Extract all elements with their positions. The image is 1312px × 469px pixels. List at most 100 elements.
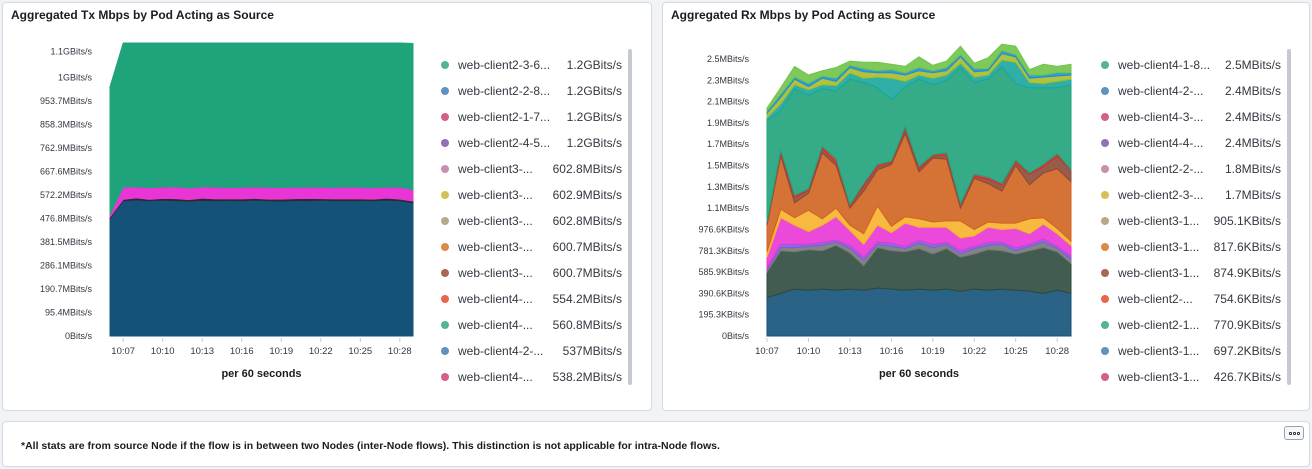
legend-item[interactable]: web-client2-3-... 1.7MBits/s <box>1101 185 1281 205</box>
legend-value: 905.1KBits/s <box>1213 214 1281 228</box>
tx-area-chart[interactable]: 0Bits/s 95.4MBits/s 190.7MBits/s 286.1MBits… <box>3 21 428 411</box>
x-tick-label: 10:13 <box>190 346 214 357</box>
x-tick-label: 10:28 <box>1045 346 1069 357</box>
legend-item[interactable]: web-client4-4-... 2.4MBits/s <box>1101 133 1281 153</box>
legend-item[interactable]: web-client3-1... 697.2KBits/s <box>1101 341 1281 361</box>
legend-value: 1.8MBits/s <box>1224 162 1281 176</box>
y-tick-label: 1.9MBits/s <box>707 118 750 128</box>
legend-color-dot <box>1101 373 1109 381</box>
legend-label: web-client3-... <box>458 214 533 228</box>
area-series-13[interactable] <box>766 43 1072 113</box>
legend-value: 554.2MBits/s <box>552 292 622 306</box>
x-tick-label: 10:07 <box>111 346 135 357</box>
legend-value: 602.8MBits/s <box>552 162 622 176</box>
legend-value: 1.2GBits/s <box>566 136 622 150</box>
legend-value: 2.5MBits/s <box>1224 58 1281 72</box>
legend-item[interactable]: web-client2-1... 770.9KBits/s <box>1101 315 1281 335</box>
tx-legend: web-client2-3-6... 1.2GBits/s web-client2-… <box>441 55 631 385</box>
rx-area-chart[interactable]: 0Bits/s 195.3KBits/s 390.6KBits/s 585.9KBit… <box>663 21 1088 411</box>
legend-color-dot <box>441 113 449 121</box>
legend-color-dot <box>1101 139 1109 147</box>
legend-item[interactable]: web-client2-4-5... 1.2GBits/s <box>441 133 622 153</box>
legend-label: web-client3-... <box>458 240 533 254</box>
legend-item[interactable]: web-client2-1-7... 1.2GBits/s <box>441 107 622 127</box>
x-tick-label: 10:07 <box>755 346 779 357</box>
area-series-0[interactable] <box>109 199 414 337</box>
legend-item[interactable]: web-client2-... 754.6KBits/s <box>1101 289 1281 309</box>
legend-label: web-client4-2-... <box>1118 84 1204 98</box>
legend-color-dot <box>1101 61 1109 69</box>
legend-item[interactable]: web-client3-... 602.8MBits/s <box>441 159 622 179</box>
rx-legend-scrollbar[interactable] <box>1287 49 1291 385</box>
legend-label: web-client2-2-8... <box>458 84 551 98</box>
legend-label: web-client2-1-7... <box>458 110 551 124</box>
legend-item[interactable]: web-client3-... 602.8MBits/s <box>441 211 622 231</box>
legend-label: web-client2-... <box>1118 292 1193 306</box>
y-tick-label: 1GBits/s <box>58 72 93 82</box>
y-tick-label: 381.5MBits/s <box>40 237 93 247</box>
x-tick-label: 10:13 <box>838 346 862 357</box>
legend-label: web-client2-3-6... <box>458 58 551 72</box>
legend-value: 600.7MBits/s <box>552 240 622 254</box>
x-tick-label: 10:19 <box>921 346 945 357</box>
x-tick-label: 10:16 <box>230 346 254 357</box>
legend-value: 2.4MBits/s <box>1224 84 1281 98</box>
y-tick-label: 1.1GBits/s <box>50 47 92 57</box>
area-series-3[interactable] <box>109 42 414 215</box>
legend-item[interactable]: web-client3-1... 817.6KBits/s <box>1101 237 1281 257</box>
tx-chart-panel: Aggregated Tx Mbps by Pod Acting as Sour… <box>2 2 652 411</box>
legend-label: web-client4-4-... <box>1118 136 1204 150</box>
legend-item[interactable]: web-client2-2-8... 1.2GBits/s <box>441 81 622 101</box>
legend-color-dot <box>1101 113 1109 121</box>
legend-item[interactable]: web-client3-1... 874.9KBits/s <box>1101 263 1281 283</box>
rx-chart-panel: Aggregated Rx Mbps by Pod Acting as Sour… <box>662 2 1310 411</box>
x-tick-label: 10:19 <box>269 346 293 357</box>
legend-item[interactable]: web-client2-2-... 1.8MBits/s <box>1101 159 1281 179</box>
legend-item[interactable]: web-client4-... 560.8MBits/s <box>441 315 622 335</box>
legend-value: 697.2KBits/s <box>1213 344 1281 358</box>
legend-item[interactable]: web-client4-2-... 2.4MBits/s <box>1101 81 1281 101</box>
legend-item[interactable]: web-client4-2-... 537MBits/s <box>441 341 622 361</box>
legend-value: 754.6KBits/s <box>1213 292 1281 306</box>
legend-item[interactable]: web-client4-... 538.2MBits/s <box>441 367 622 387</box>
y-tick-label: 572.2MBits/s <box>40 190 93 200</box>
legend-item[interactable]: web-client3-1... 905.1KBits/s <box>1101 211 1281 231</box>
legend-value: 426.7KBits/s <box>1213 370 1281 384</box>
legend-label: web-client3-1... <box>1118 214 1200 228</box>
y-tick-label: 95.4MBits/s <box>45 307 93 317</box>
x-tick-label: 10:22 <box>309 346 333 357</box>
legend-label: web-client2-2-... <box>1118 162 1204 176</box>
legend-item[interactable]: web-client4-1-8... 2.5MBits/s <box>1101 55 1281 75</box>
y-tick-label: 762.9MBits/s <box>40 143 93 153</box>
y-tick-label: 1.3MBits/s <box>707 182 750 192</box>
legend-color-dot <box>1101 321 1109 329</box>
y-tick-label: 1.1MBits/s <box>707 203 750 213</box>
legend-item[interactable]: web-client3-... 600.7MBits/s <box>441 237 622 257</box>
legend-color-dot <box>1101 243 1109 251</box>
legend-label: web-client2-3-... <box>1118 188 1204 202</box>
legend-item[interactable]: web-client4-3-... 2.4MBits/s <box>1101 107 1281 127</box>
legend-item[interactable]: web-client2-3-6... 1.2GBits/s <box>441 55 622 75</box>
x-tick-label: 10:25 <box>1004 346 1028 357</box>
panel-title: Aggregated Rx Mbps by Pod Acting as Sour… <box>671 8 936 22</box>
legend-value: 1.7MBits/s <box>1224 188 1281 202</box>
options-icon[interactable] <box>1284 426 1304 440</box>
legend-item[interactable]: web-client3-... 600.7MBits/s <box>441 263 622 283</box>
legend-color-dot <box>441 139 449 147</box>
legend-label: web-client4-... <box>458 370 533 384</box>
tx-legend-scrollbar[interactable] <box>628 49 632 385</box>
x-tick-label: 10:10 <box>797 346 821 357</box>
legend-value: 770.9KBits/s <box>1213 318 1281 332</box>
legend-label: web-client4-2-... <box>458 344 544 358</box>
legend-item[interactable]: web-client3-1... 426.7KBits/s <box>1101 367 1281 387</box>
x-tick-label: 10:22 <box>962 346 986 357</box>
legend-label: web-client4-1-8... <box>1118 58 1211 72</box>
legend-color-dot <box>1101 87 1109 95</box>
legend-color-dot <box>441 191 449 199</box>
legend-item[interactable]: web-client4-... 554.2MBits/s <box>441 289 622 309</box>
legend-item[interactable]: web-client3-... 602.9MBits/s <box>441 185 622 205</box>
area-series-0[interactable] <box>766 287 1072 337</box>
y-tick-label: 1.5MBits/s <box>707 161 750 171</box>
legend-value: 538.2MBits/s <box>552 370 622 384</box>
legend-value: 1.2GBits/s <box>566 84 622 98</box>
